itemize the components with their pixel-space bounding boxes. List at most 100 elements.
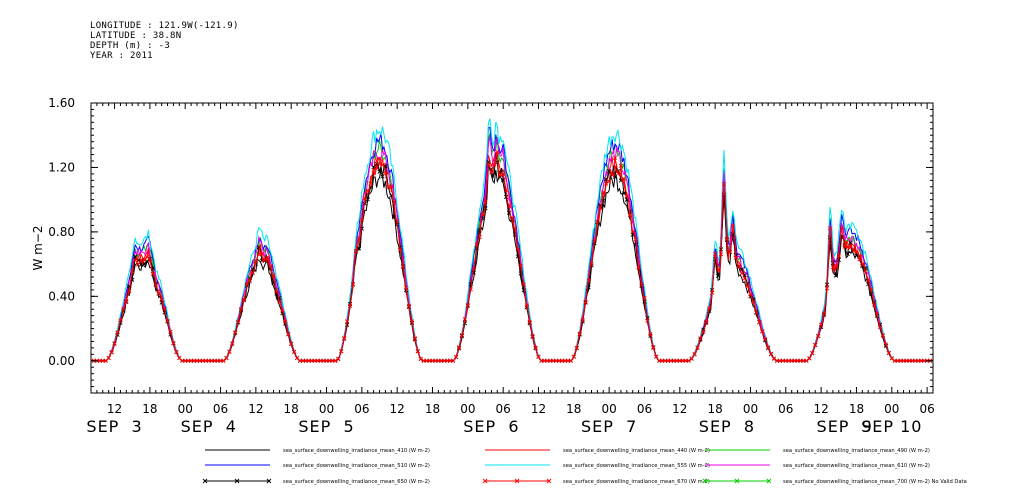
series-point [501, 171, 506, 176]
series-point [356, 236, 362, 241]
x-day-label: SEP 7 [581, 417, 637, 436]
series-point [595, 219, 600, 224]
series-point [495, 149, 500, 154]
series-point [165, 318, 170, 324]
y-tick-label: 0.40 [48, 289, 75, 303]
series-point [409, 319, 415, 324]
x-hour-label: 06 [637, 402, 652, 416]
series-point [586, 278, 591, 283]
series-point [618, 163, 624, 168]
series-point [462, 317, 468, 322]
series-point [642, 296, 647, 301]
series-point [415, 349, 420, 354]
series-line [93, 126, 931, 362]
series-point [524, 303, 529, 308]
series-point [874, 312, 880, 317]
series-point [695, 345, 700, 350]
series-point [863, 268, 868, 274]
series-point [418, 356, 423, 362]
series-point [639, 282, 644, 287]
series-point [286, 331, 291, 337]
x-hour-label: 12 [390, 402, 405, 416]
series-line [93, 152, 931, 362]
legend-marker [514, 478, 520, 484]
series-point [345, 319, 350, 324]
x-hour-label: 12 [531, 402, 546, 416]
series-point [115, 330, 120, 335]
legend-entry: sea_surface_downwelling_irradiance_mean_… [563, 479, 710, 485]
series-point [857, 257, 862, 262]
series-point [748, 292, 753, 297]
series-point [274, 289, 279, 294]
series-point [854, 249, 859, 254]
x-hour-label: 12 [672, 402, 687, 416]
series-point [412, 336, 417, 341]
x-hour-label: 12 [248, 402, 263, 416]
series-point [395, 219, 400, 224]
x-day-label: SEP 3 [86, 417, 142, 436]
legend-marker [734, 478, 740, 484]
series-point [571, 354, 576, 359]
series-point [156, 291, 161, 296]
series-point [339, 349, 344, 354]
x-day-label: SEP 6 [463, 417, 519, 436]
series-point [471, 266, 476, 272]
series-point [333, 358, 338, 363]
series-point [580, 317, 585, 322]
y-tick-label: 1.20 [48, 160, 75, 174]
series-point [392, 200, 397, 205]
x-hour-label: 12 [813, 402, 828, 416]
series-point [135, 262, 141, 267]
series-point [730, 223, 735, 228]
series-point [736, 264, 741, 269]
series-point [757, 319, 762, 325]
series-point [109, 349, 114, 355]
series-point [483, 199, 488, 204]
location-header: LONGITUDE : 121.9W(-121.9) LATITUDE : 38… [90, 21, 239, 61]
series-point [739, 271, 744, 276]
latitude-line: LATITUDE : 38.8N [90, 31, 182, 41]
series-point [133, 258, 138, 263]
series-point [648, 332, 653, 337]
series-line [93, 133, 931, 362]
series-point [745, 283, 750, 289]
series-point [872, 302, 877, 307]
series-point [733, 255, 738, 260]
x-hour-label: 06 [919, 402, 934, 416]
legend-marker [546, 478, 552, 484]
series-point [486, 161, 491, 167]
series-point [860, 264, 865, 269]
series-point [609, 171, 615, 176]
series-point [707, 306, 712, 311]
series-point [630, 229, 635, 235]
series-point [807, 356, 812, 361]
series-point [174, 349, 179, 355]
series-point [654, 354, 659, 359]
series-point [880, 333, 886, 338]
series-point [503, 187, 509, 193]
series-point [612, 155, 618, 160]
series-point [239, 306, 244, 312]
legend-entry: sea_surface_downwelling_irradiance_mean_… [783, 463, 930, 469]
series-point [350, 282, 356, 287]
series-point [153, 283, 158, 288]
legend-entry: sea_surface_downwelling_irradiance_mean_… [283, 463, 430, 469]
series-point [636, 265, 641, 270]
series-point [621, 176, 626, 181]
series-point [159, 297, 164, 302]
series-point [568, 358, 573, 363]
x-hour-label: 00 [319, 402, 334, 416]
series-point [265, 255, 270, 260]
series-point [821, 311, 827, 316]
series-point [810, 350, 815, 356]
series-point [398, 247, 403, 253]
series-point [509, 215, 515, 221]
series-point [869, 287, 874, 292]
series-point [704, 319, 709, 324]
series-point [498, 172, 503, 177]
series-point [233, 330, 238, 335]
series-point [727, 249, 732, 255]
series-point [698, 336, 703, 341]
series-point [112, 341, 117, 347]
series-point [533, 345, 538, 350]
